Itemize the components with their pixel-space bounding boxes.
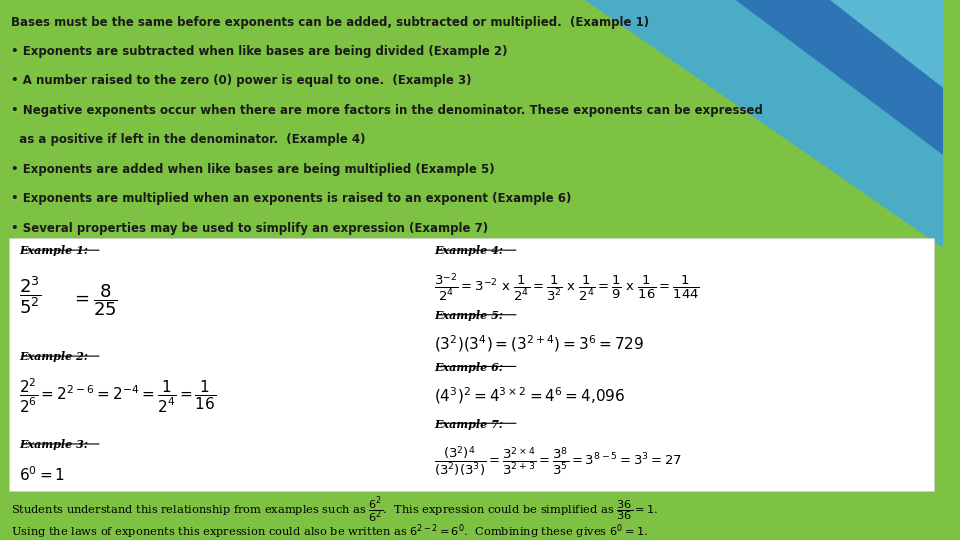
Text: Students understand this relationship from examples such as $\dfrac{6^2}{6^2}$. : Students understand this relationship fr… [12, 495, 659, 525]
Text: as a positive if left in the denominator.  (Example 4): as a positive if left in the denominator… [12, 133, 366, 146]
Text: Example 3:: Example 3: [19, 440, 88, 450]
Text: • Exponents are subtracted when like bases are being divided (Example 2): • Exponents are subtracted when like bas… [12, 45, 508, 58]
Text: • Negative exponents occur when there are more factors in the denominator. These: • Negative exponents occur when there ar… [12, 104, 763, 117]
Text: Bases must be the same before exponents can be added, subtracted or multiplied. : Bases must be the same before exponents … [12, 16, 650, 29]
Text: $= \dfrac{8}{25}$: $= \dfrac{8}{25}$ [71, 283, 118, 319]
Text: Example 1:: Example 1: [19, 246, 88, 256]
Text: $\dfrac{2^2}{2^6} = 2^{2-6} = 2^{-4} = \dfrac{1}{2^4} = \dfrac{1}{16}$: $\dfrac{2^2}{2^6} = 2^{2-6} = 2^{-4} = \… [19, 377, 216, 415]
Text: Example 7:: Example 7: [434, 418, 503, 430]
Text: $(3^2)(3^4) = (3^{2+4}) = 3^6 = 729$: $(3^2)(3^4) = (3^{2+4}) = 3^6 = 729$ [434, 333, 644, 354]
Text: $(4^3)^2 = 4^{3\times2} = 4^6 = 4{,}096$: $(4^3)^2 = 4^{3\times2} = 4^6 = 4{,}096$ [434, 385, 625, 406]
Text: $6^0 = 1$: $6^0 = 1$ [19, 465, 65, 484]
Text: $\dfrac{(3^2)^4}{(3^2)(3^3)} = \dfrac{3^{2\times4}}{3^{2+3}}$$ = \dfrac{3^8}{3^5: $\dfrac{(3^2)^4}{(3^2)(3^3)} = \dfrac{3^… [434, 444, 682, 478]
Polygon shape [585, 0, 943, 248]
Text: Example 5:: Example 5: [434, 310, 503, 321]
Text: • A number raised to the zero (0) power is equal to one.  (Example 3): • A number raised to the zero (0) power … [12, 75, 471, 87]
Text: $\dfrac{2^3}{5^2}$: $\dfrac{2^3}{5^2}$ [19, 274, 41, 316]
Polygon shape [830, 0, 943, 88]
Polygon shape [735, 0, 943, 155]
FancyBboxPatch shape [10, 238, 934, 491]
Text: • Exponents are added when like bases are being multiplied (Example 5): • Exponents are added when like bases ar… [12, 163, 495, 176]
Text: Example 2:: Example 2: [19, 352, 88, 362]
Text: • Several properties may be used to simplify an expression (Example 7): • Several properties may be used to simp… [12, 222, 489, 235]
Text: Using the laws of exponents this expression could also be written as $6^{2-2} = : Using the laws of exponents this express… [12, 523, 648, 540]
Text: $\dfrac{3^{-2}}{2^4} = 3^{-2}$ x $\dfrac{1}{2^4} = \dfrac{1}{3^2}$ x $\dfrac{1}{: $\dfrac{3^{-2}}{2^4} = 3^{-2}$ x $\dfrac… [434, 271, 700, 303]
Text: Example 6:: Example 6: [434, 362, 503, 373]
Text: Example 4:: Example 4: [434, 246, 503, 256]
Text: • Exponents are multiplied when an exponents is raised to an exponent (Example 6: • Exponents are multiplied when an expon… [12, 192, 572, 205]
